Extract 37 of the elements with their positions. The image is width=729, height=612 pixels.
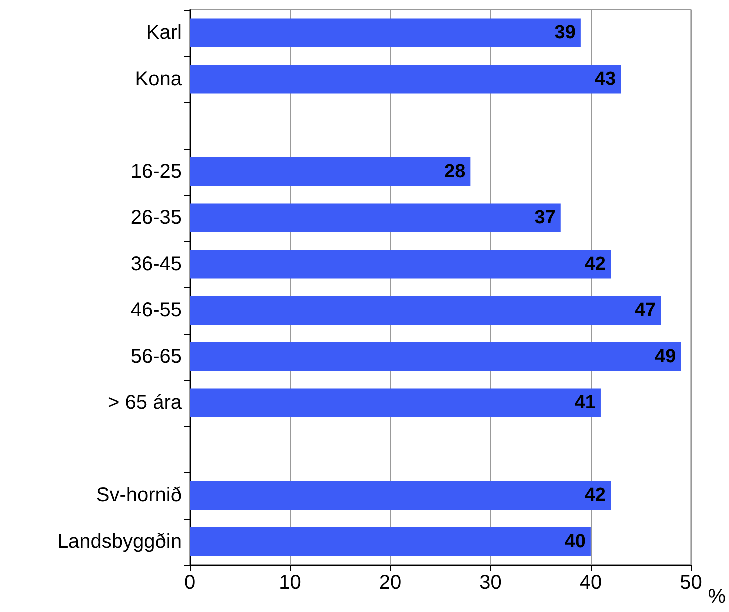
y-tick-label: > 65 ára: [108, 392, 183, 414]
y-tick-label: Sv-hornið: [96, 484, 182, 507]
data-label: 28: [444, 161, 466, 182]
data-label: 37: [534, 208, 556, 229]
x-tick-label: 40: [580, 572, 602, 594]
data-label: 49: [655, 346, 676, 368]
y-tick-label: Karl: [146, 22, 182, 44]
data-label: 40: [564, 531, 586, 552]
y-tick-label: 46-55: [130, 300, 182, 322]
bar: [190, 65, 622, 94]
y-tick-label: Landsbyggðin: [57, 530, 182, 553]
bar: [190, 18, 581, 48]
data-label: 43: [594, 68, 616, 90]
data-label: 39: [554, 22, 576, 44]
data-label: 42: [584, 254, 606, 275]
bar: [190, 250, 612, 279]
bar: [190, 528, 591, 556]
x-tick-label: 20: [379, 572, 402, 594]
bar: [190, 342, 682, 372]
x-axis-title: %: [708, 586, 726, 608]
y-tick-label: Kona: [135, 68, 183, 90]
data-label: 41: [574, 392, 596, 414]
bar: [190, 296, 662, 325]
x-tick-label: 30: [480, 572, 502, 594]
y-tick-label: 56-65: [130, 346, 182, 368]
bar: [190, 158, 471, 186]
x-tick-label: 50: [680, 572, 702, 594]
x-tick-label: 0: [184, 572, 196, 594]
y-tick-label: 36-45: [130, 253, 182, 276]
x-tick-label: 10: [279, 572, 302, 594]
bar: [190, 204, 561, 232]
bar: [190, 388, 601, 418]
data-label: 47: [634, 300, 656, 322]
bar: [190, 481, 612, 510]
y-tick-label: 26-35: [130, 207, 182, 230]
y-tick-label: 16-25: [130, 160, 182, 183]
data-label: 42: [584, 485, 606, 506]
